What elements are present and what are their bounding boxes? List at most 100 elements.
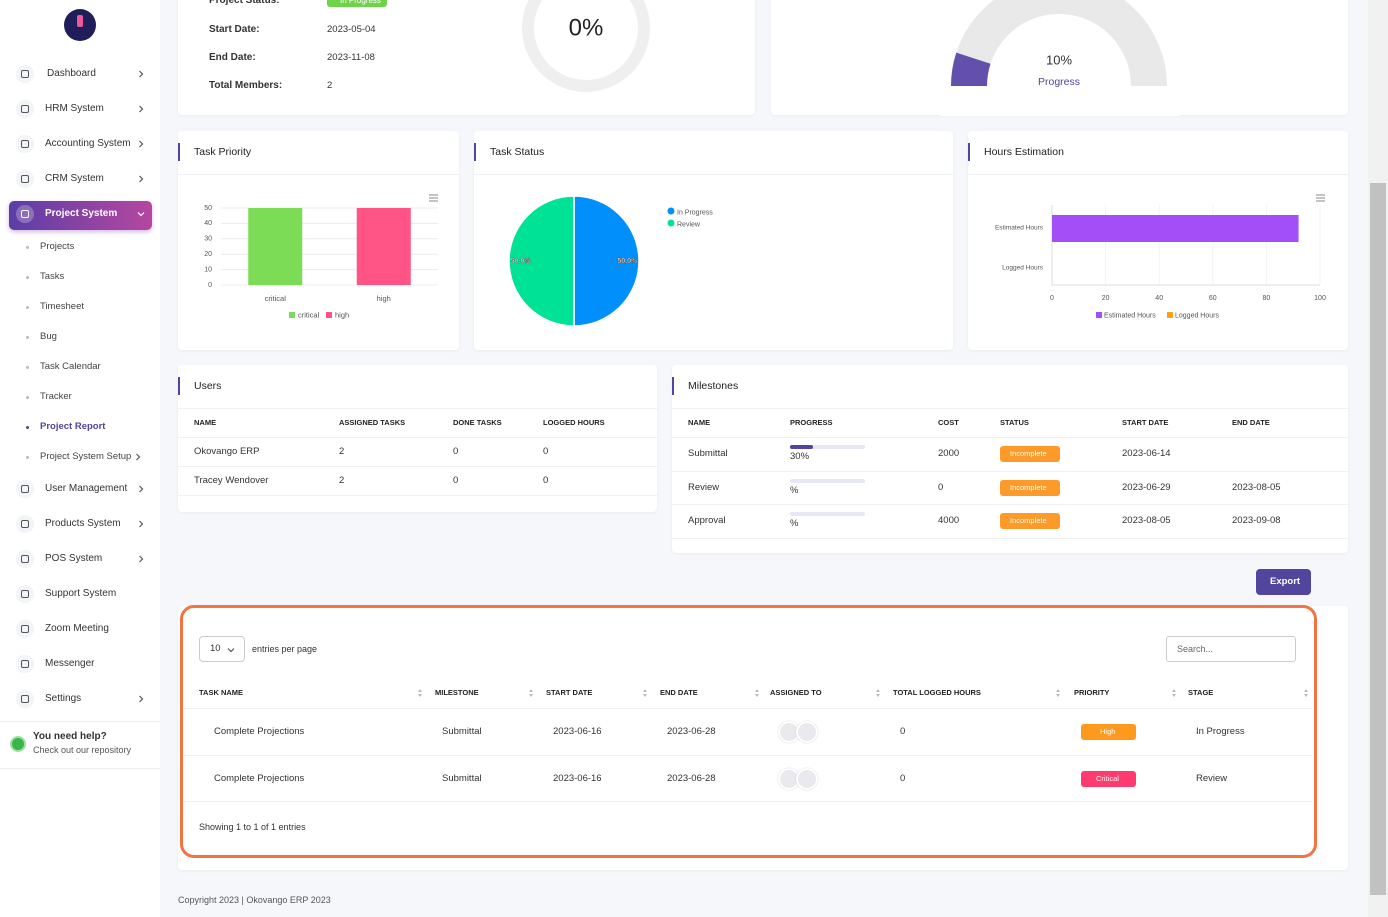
menu-icon: [16, 550, 34, 568]
sort-icon[interactable]: [1171, 688, 1177, 698]
sort-icon[interactable]: [754, 688, 760, 698]
status-badge: [1000, 513, 1060, 529]
chevron: [139, 70, 144, 78]
legend-swatch: [1096, 312, 1102, 318]
page-size-select[interactable]: [199, 636, 245, 662]
icon-glyph: [21, 555, 29, 563]
submenu-label[interactable]: Bug: [40, 331, 57, 342]
chevron-path: [139, 105, 144, 113]
submenu-label[interactable]: Project System Setup: [40, 451, 132, 462]
table-cell: Submittal: [442, 773, 482, 784]
chevron-path: [139, 555, 144, 563]
avatar: [796, 768, 818, 790]
column-header: STATUS: [1000, 418, 1029, 427]
sort-icon[interactable]: [1055, 688, 1061, 698]
menu-label: Settings: [45, 693, 82, 704]
submenu-bullet: [26, 305, 29, 309]
y-tick-label: 0: [208, 282, 212, 289]
chevron-path: [139, 140, 144, 148]
y-tick-label: 20: [204, 251, 212, 258]
progress-fill: [790, 445, 813, 449]
sort-icon[interactable]: [1303, 688, 1309, 698]
submenu-label[interactable]: Tasks: [40, 271, 65, 282]
sort-arrows: [643, 689, 647, 697]
detail-value: 2023-05-04: [327, 24, 376, 35]
card-title: Hours Estimation: [984, 146, 1064, 158]
icon-glyph: [21, 520, 29, 528]
chevron: [139, 105, 144, 113]
legend-label: Estimated Hours: [1104, 312, 1156, 319]
column-header: DONE TASKS: [453, 418, 502, 427]
y-tick-label: Logged Hours: [1002, 265, 1044, 272]
card-divider: [178, 408, 657, 409]
menu-label: Messenger: [45, 658, 95, 669]
chevron: [139, 520, 144, 528]
submenu-bullet: [26, 245, 29, 249]
card-divider: [672, 408, 1348, 409]
sort-icon[interactable]: [417, 688, 423, 698]
table-cell: Review: [1196, 773, 1228, 784]
slice-label: 50.0%: [617, 258, 638, 265]
search-input[interactable]: [1166, 636, 1296, 662]
logo-figure: [77, 15, 83, 27]
sort-icon[interactable]: [875, 688, 881, 698]
submenu-label[interactable]: Task Calendar: [40, 361, 101, 372]
icon-glyph: [21, 485, 29, 493]
card-accent: [672, 377, 674, 395]
table-cell: 2023-06-28: [667, 726, 716, 737]
chevron-path: [139, 485, 144, 493]
table-cell: Approval: [688, 515, 726, 526]
submenu-label[interactable]: Projects: [40, 241, 75, 252]
table-cell: 2023-06-29: [1122, 481, 1171, 493]
submenu-label[interactable]: Project Report: [40, 421, 106, 432]
column-header: END DATE: [660, 688, 698, 697]
legend-label: Review: [677, 221, 701, 228]
chevron: [136, 453, 141, 461]
legend-label: Logged Hours: [1175, 312, 1219, 319]
card-accent: [178, 377, 180, 395]
card-accent: [968, 143, 970, 161]
menu-label: Support System: [45, 588, 117, 599]
row-divider: [672, 471, 1348, 472]
card-accent: [474, 143, 476, 161]
column-header: ASSIGNED TASKS: [339, 418, 406, 427]
bar: [1052, 215, 1299, 242]
x-tick-label: 20: [1102, 295, 1110, 302]
pie-slice: [508, 195, 575, 327]
icon-glyph: [21, 175, 29, 183]
card-title: Task Priority: [194, 146, 252, 158]
card-title: Milestones: [688, 380, 739, 392]
progress-label: %: [790, 518, 799, 529]
bar: [248, 208, 303, 285]
sort-icon[interactable]: [642, 688, 648, 698]
status-value: In Progress: [340, 0, 381, 5]
y-tick-label: 40: [204, 220, 212, 227]
card-divider: [968, 174, 1348, 175]
x-tick-label: critical: [265, 294, 287, 303]
progress-track: [790, 445, 865, 449]
menu-label: CRM System: [45, 173, 104, 184]
sort-arrows: [1304, 689, 1308, 697]
icon-glyph: [21, 625, 29, 633]
help-divider: [0, 721, 160, 722]
icon-bg: [16, 135, 34, 153]
export-button[interactable]: [1256, 569, 1311, 595]
submenu-bullet: [26, 275, 29, 279]
chevron: [139, 485, 144, 493]
submenu-label[interactable]: Timesheet: [40, 301, 84, 312]
menu-item-active[interactable]: [9, 201, 152, 230]
submenu-label[interactable]: Tracker: [40, 391, 72, 402]
scrollbar-thumb[interactable]: [1370, 183, 1386, 895]
table-cell: Complete Projections: [214, 773, 305, 784]
row-divider: [184, 755, 1312, 756]
menu-label: Zoom Meeting: [45, 623, 109, 634]
table-cell: 0: [543, 475, 549, 486]
table-cell: Complete Projections: [214, 726, 305, 737]
menu-label: Dashboard: [47, 68, 96, 79]
gauge-value-label: 10%: [1046, 52, 1072, 67]
row-divider: [184, 801, 1312, 802]
chevron: [139, 695, 144, 703]
table-cell: 0: [900, 773, 906, 784]
menu-icon: [16, 620, 34, 638]
sort-icon[interactable]: [528, 688, 534, 698]
